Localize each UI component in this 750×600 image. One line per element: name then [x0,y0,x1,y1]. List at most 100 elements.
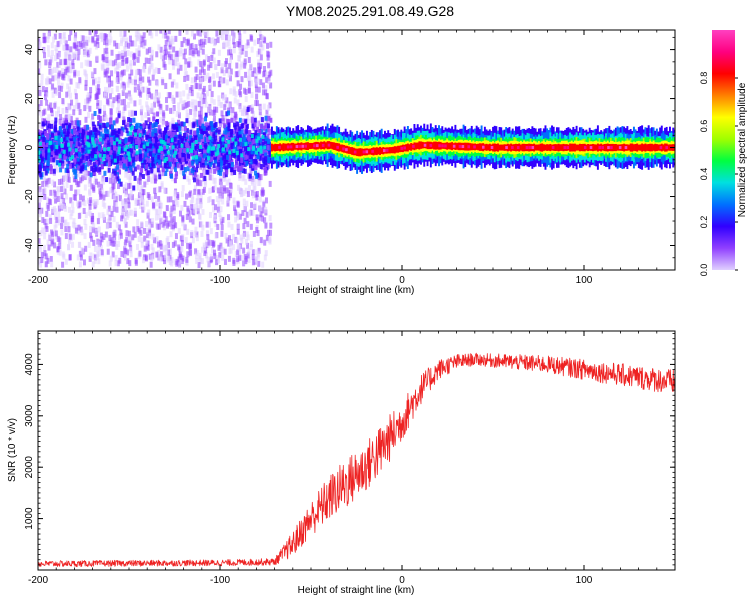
spectrogram-cell [234,209,238,216]
spectrogram-cell [182,145,186,151]
spectrogram-cell [126,148,130,154]
spectrogram-cell [68,34,72,41]
spectrogram-cell [209,253,213,260]
spectrogram-cell [147,138,151,144]
spectrogram-cell [242,189,246,196]
spectrogram-cell [56,195,60,202]
spectrogram-cell [66,44,70,51]
spectrogram-cell [63,188,67,195]
spectrogram-cell [240,158,244,164]
spectrogram-cell [124,166,128,172]
spectrogram-cell [216,151,220,156]
spectrogram-cell [69,213,73,220]
spectrogram-cell [153,96,157,103]
spectrogram-cell [60,129,64,135]
spectrogram-cell [165,159,169,165]
spectrogram-cell [264,89,268,96]
spectrogram-cell [179,64,183,71]
spectrogram-cell [62,137,66,143]
spectrogram-cell [227,255,231,262]
spectrogram-cell [228,248,232,255]
spectrogram-cell [66,66,70,73]
spectrogram-cell [265,76,269,83]
spectrogram-cell [243,110,247,117]
spectrogram-cell [72,105,76,112]
spectrogram-cell [220,34,224,41]
spectrogram-cell [83,170,87,177]
spectrogram-cell [196,129,200,135]
spectrogram-cell [251,139,255,145]
spectrogram-cell [75,99,79,106]
spectrogram-cell [199,77,203,84]
spectrogram-cell [157,148,161,153]
spectrogram-cell [208,109,212,116]
spectrogram-cell [227,162,231,168]
spectrogram-cell [250,202,254,209]
spectrogram-cell [84,98,88,105]
spectrogram-cell [158,159,162,165]
spectrogram-cell [200,117,204,124]
spectrogram-cell [98,124,102,130]
spectrogram-cell [117,224,121,231]
spectrogram-cell [108,260,112,267]
spectrogram-cell [191,208,195,215]
spectrogram-cell [160,202,164,209]
spectrogram-cell [151,172,155,179]
spectrogram-cell [71,241,75,248]
spectrogram-cell [214,204,218,211]
spectrogram-cell [44,170,48,176]
spectrogram-cell [126,122,130,128]
spectrogram-cell [80,128,84,134]
spectrogram-cell [213,115,217,122]
spectrogram-cell [130,138,134,144]
spectrogram-cell [250,91,254,98]
spectrogram-cell [239,255,243,262]
spectrogram-cell [200,66,204,73]
spectrogram-cell [64,118,68,124]
spectrogram-cell [183,142,187,148]
spectrogram-cell [124,248,128,255]
spectrogram-cell [236,228,240,235]
spectrogram-cell [77,161,81,167]
spectrogram-cell [134,31,138,38]
spectrogram-cell [183,75,187,82]
spectrogram-cell [46,204,50,211]
spectrogram-cell [123,30,127,37]
spectrogram-cell [118,139,122,144]
spectrogram-cell [112,141,116,146]
spectrogram-cell [75,164,79,170]
spectrogram-cell [166,196,170,203]
spectrogram-cell [159,30,163,34]
spectrogram-cell [58,249,62,256]
spectrogram-cell [146,143,150,149]
spectrogram-cell [64,226,68,233]
spectrogram-cell [220,230,224,237]
spectrogram-cell [47,114,51,121]
spectrogram-cell [244,258,248,265]
spectrogram-cell [113,40,117,47]
spectrogram-cell [257,120,261,127]
spectrogram-cell [221,166,225,173]
spectrogram-cell [47,126,51,132]
spectrogram-cell [185,71,189,78]
spectrogram-cell [157,254,161,261]
spectrogram-cell [192,33,196,40]
spectrogram-cell [78,127,82,133]
spectrogram-cell [223,94,227,101]
spectrogram-cell [159,132,163,138]
spectrogram-cell [66,90,70,97]
spectrogram-cell [209,82,213,89]
spectrogram-cell [211,186,215,193]
spectrogram-cell [70,120,74,126]
spectrogram-cell [58,202,62,209]
spectrogram-cell [238,148,242,154]
spectrogram-cell [180,165,184,171]
spectrogram-cell [193,188,197,195]
spectrogram-cell [236,249,240,256]
spectrogram-cell [229,167,233,173]
spectrogram-cell [164,151,168,157]
spectrogram-cell [172,216,176,223]
spectrogram-cell [161,170,165,177]
spectrogram-cell [99,244,103,251]
spectrogram-cell [233,124,237,130]
